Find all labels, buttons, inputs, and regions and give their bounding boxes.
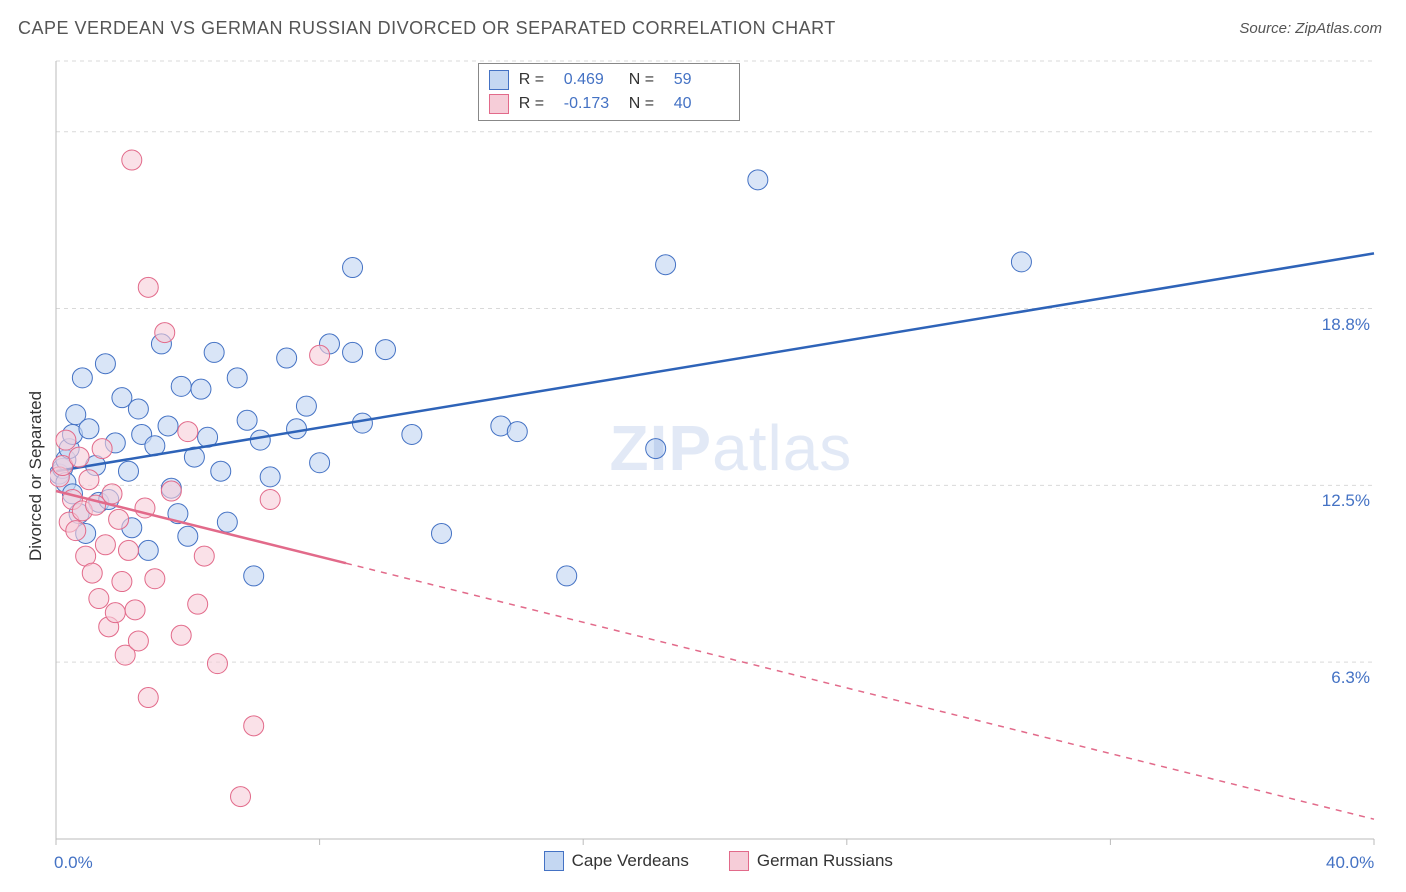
data-point — [287, 419, 307, 439]
data-point — [260, 490, 280, 510]
data-point — [161, 481, 181, 501]
data-point — [138, 688, 158, 708]
legend-n-label: N = — [629, 71, 664, 89]
data-point — [95, 535, 115, 555]
data-point — [105, 603, 125, 623]
legend-r-label: R = — [519, 71, 554, 89]
data-point — [211, 461, 231, 481]
source-value: ZipAtlas.com — [1295, 20, 1382, 37]
data-point — [171, 625, 191, 645]
chart-title: CAPE VERDEAN VS GERMAN RUSSIAN DIVORCED … — [18, 18, 836, 39]
data-point — [82, 563, 102, 583]
legend-swatch — [489, 70, 509, 90]
data-point — [194, 546, 214, 566]
data-point — [343, 342, 363, 362]
y-axis-tick-label: 12.5% — [1310, 491, 1370, 511]
data-point — [66, 521, 86, 541]
legend-n-value: 59 — [674, 71, 729, 89]
data-point — [158, 416, 178, 436]
data-point — [178, 526, 198, 546]
data-point — [155, 323, 175, 343]
data-point — [207, 654, 227, 674]
data-point — [507, 422, 527, 442]
trend-line-solid — [56, 253, 1374, 471]
data-point — [646, 439, 666, 459]
data-point — [260, 467, 280, 487]
data-point — [656, 255, 676, 275]
data-point — [231, 787, 251, 807]
data-point — [122, 150, 142, 170]
data-point — [402, 424, 422, 444]
data-point — [1011, 252, 1031, 272]
data-point — [125, 600, 145, 620]
data-point — [310, 345, 330, 365]
legend-label: German Russians — [757, 851, 893, 871]
data-point — [557, 566, 577, 586]
correlation-legend: R = 0.469 N = 59 R = -0.173 N = 40 — [478, 63, 740, 121]
chart-source: Source: ZipAtlas.com — [1239, 20, 1382, 37]
series-legend: Cape Verdeans German Russians — [544, 851, 893, 871]
data-point — [138, 277, 158, 297]
data-point — [376, 340, 396, 360]
data-point — [352, 413, 372, 433]
trend-line-dashed — [346, 563, 1374, 819]
data-point — [178, 422, 198, 442]
data-point — [79, 470, 99, 490]
data-point — [244, 716, 264, 736]
data-point — [92, 439, 112, 459]
legend-item: German Russians — [729, 851, 893, 871]
data-point — [171, 376, 191, 396]
x-axis-tick-start: 0.0% — [54, 853, 93, 873]
data-point — [128, 399, 148, 419]
data-point — [748, 170, 768, 190]
legend-n-label: N = — [629, 95, 664, 113]
legend-swatch — [729, 851, 749, 871]
data-point — [118, 461, 138, 481]
data-point — [217, 512, 237, 532]
data-point — [296, 396, 316, 416]
legend-item: Cape Verdeans — [544, 851, 689, 871]
data-point — [237, 410, 257, 430]
data-point — [145, 569, 165, 589]
data-point — [204, 342, 224, 362]
y-axis-tick-label: 18.8% — [1310, 315, 1370, 335]
data-point — [191, 379, 211, 399]
data-point — [188, 594, 208, 614]
data-point — [432, 523, 452, 543]
data-point — [343, 258, 363, 278]
data-point — [56, 430, 76, 450]
x-axis-tick-end: 40.0% — [1326, 853, 1374, 873]
y-axis-tick-label: 6.3% — [1310, 668, 1370, 688]
data-point — [89, 589, 109, 609]
data-point — [277, 348, 297, 368]
y-axis-label: Divorced or Separated — [26, 391, 46, 561]
data-point — [79, 419, 99, 439]
legend-n-value: 40 — [674, 95, 729, 113]
data-point — [95, 354, 115, 374]
data-point — [72, 368, 92, 388]
data-point — [118, 540, 138, 560]
source-label: Source: — [1239, 20, 1291, 37]
legend-r-value: 0.469 — [564, 71, 619, 89]
legend-row: R = 0.469 N = 59 — [489, 68, 729, 92]
legend-swatch — [489, 94, 509, 114]
data-point — [69, 447, 89, 467]
data-point — [310, 453, 330, 473]
data-point — [250, 430, 270, 450]
data-point — [112, 572, 132, 592]
legend-r-value: -0.173 — [564, 95, 619, 113]
legend-swatch — [544, 851, 564, 871]
scatter-plot — [50, 55, 1380, 845]
legend-label: Cape Verdeans — [572, 851, 689, 871]
data-point — [138, 540, 158, 560]
data-point — [109, 509, 129, 529]
legend-r-label: R = — [519, 95, 554, 113]
data-point — [244, 566, 264, 586]
data-point — [227, 368, 247, 388]
data-point — [128, 631, 148, 651]
data-point — [102, 484, 122, 504]
legend-row: R = -0.173 N = 40 — [489, 92, 729, 116]
